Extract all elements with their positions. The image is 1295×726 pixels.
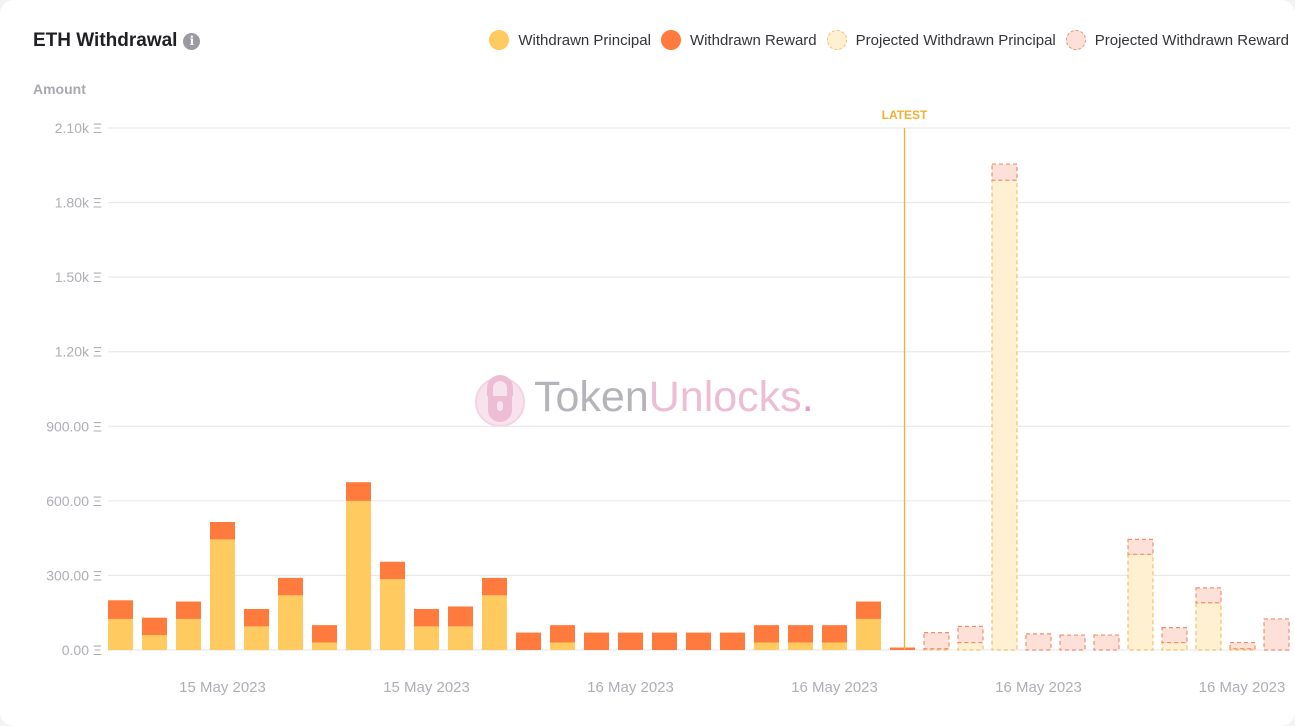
bar-projected-withdrawn-reward	[1127, 538, 1154, 555]
bar-withdrawn-reward	[550, 625, 575, 643]
bar-withdrawn-reward	[584, 632, 609, 650]
y-tick-label: 600.00 Ξ	[46, 493, 102, 509]
legend-swatch-projected-withdrawn-reward	[1065, 30, 1086, 50]
y-tick-label: 1.50k Ξ	[55, 269, 102, 285]
bar-withdrawn-principal	[108, 618, 133, 650]
bar-withdrawn-principal	[550, 642, 575, 650]
bar-withdrawn-reward	[380, 561, 405, 580]
bar-projected-withdrawn-principal	[1229, 648, 1256, 651]
bar-withdrawn-reward	[754, 625, 779, 643]
legend-item-projected-withdrawn-reward[interactable]: Projected Withdrawn Reward	[1065, 30, 1289, 50]
bar-withdrawn-principal	[210, 539, 235, 650]
bar-projected-withdrawn-reward	[923, 631, 950, 650]
bar-withdrawn-principal	[754, 642, 779, 650]
bar-projected-withdrawn-principal	[923, 648, 950, 651]
x-tick-label: 16 May 2023	[791, 679, 878, 696]
bar-withdrawn-reward	[516, 632, 541, 650]
x-tick-label: 16 May 2023	[1199, 679, 1286, 696]
bar-withdrawn-reward	[822, 625, 847, 643]
y-tick-label: 1.20k Ξ	[55, 344, 102, 360]
bar-withdrawn-reward	[210, 521, 235, 540]
chart-title: ETH Withdrawal	[33, 30, 178, 51]
bar-projected-withdrawn-reward	[957, 625, 984, 644]
bar-withdrawn-principal	[312, 642, 337, 650]
legend-swatch-withdrawn-reward	[660, 30, 681, 50]
bar-projected-withdrawn-reward	[1059, 634, 1086, 651]
y-tick-label: 2.10k Ξ	[55, 120, 102, 136]
legend-item-withdrawn-principal[interactable]: Withdrawn Principal	[489, 30, 651, 50]
y-tick-label: 1.80k Ξ	[55, 195, 102, 211]
bar-withdrawn-principal	[822, 642, 847, 650]
bar-withdrawn-reward	[414, 608, 439, 627]
bar-withdrawn-reward	[686, 632, 711, 650]
bar-withdrawn-principal	[448, 626, 473, 650]
bar-withdrawn-principal	[278, 595, 303, 650]
x-tick-label: 16 May 2023	[587, 679, 674, 696]
bar-projected-withdrawn-reward	[991, 163, 1018, 181]
y-axis-title: Amount	[33, 81, 86, 97]
bar-withdrawn-reward	[482, 577, 507, 596]
bar-withdrawn-reward	[618, 632, 643, 650]
tokenunlocks-watermark: TokenUnlocks.	[474, 366, 814, 428]
bar-withdrawn-reward	[856, 601, 881, 619]
bar-projected-withdrawn-reward	[1161, 627, 1188, 644]
legend-swatch-projected-withdrawn-principal	[826, 30, 847, 50]
bar-withdrawn-reward	[788, 625, 813, 643]
watermark-text-dot: .	[801, 372, 814, 421]
legend-label: Projected Withdrawn Reward	[1094, 31, 1289, 49]
legend-label: Withdrawn Reward	[689, 31, 817, 49]
bar-withdrawn-reward	[448, 606, 473, 627]
bar-projected-withdrawn-reward	[1229, 641, 1256, 650]
bar-withdrawn-principal	[142, 635, 167, 650]
legend-label: Withdrawn Principal	[518, 31, 651, 49]
lock-logo-icon	[475, 375, 525, 427]
bar-withdrawn-principal	[482, 595, 507, 650]
bar-withdrawn-principal	[414, 626, 439, 650]
bar-projected-withdrawn-principal	[991, 179, 1018, 651]
bar-withdrawn-reward	[176, 601, 201, 619]
bar-withdrawn-reward	[278, 577, 303, 596]
bar-withdrawn-principal	[380, 579, 405, 650]
legend: Withdrawn Principal Withdrawn Reward Pro…	[489, 30, 1289, 50]
chart-title-group: ETH Withdrawal i	[33, 30, 201, 52]
x-tick-label: 15 May 2023	[383, 679, 470, 696]
bar-withdrawn-principal	[788, 642, 813, 650]
watermark-text-unlocks: Unlocks	[648, 372, 802, 421]
bar-projected-withdrawn-reward	[1195, 587, 1222, 604]
bar-withdrawn-reward	[890, 647, 915, 650]
bar-projected-withdrawn-reward	[1263, 618, 1290, 651]
bar-withdrawn-reward	[142, 617, 167, 636]
y-tick-label: 900.00 Ξ	[46, 418, 102, 434]
legend-item-withdrawn-reward[interactable]: Withdrawn Reward	[660, 30, 817, 50]
bar-projected-withdrawn-principal	[1195, 602, 1222, 651]
bar-withdrawn-principal	[856, 618, 881, 650]
bar-withdrawn-reward	[312, 625, 337, 643]
info-icon[interactable]: i	[183, 32, 201, 50]
y-tick-label: 0.00 Ξ	[62, 642, 102, 658]
y-tick-label: 300.00 Ξ	[46, 567, 102, 583]
legend-label: Projected Withdrawn Principal	[855, 31, 1056, 49]
bar-projected-withdrawn-reward	[1093, 634, 1120, 651]
bar-withdrawn-principal	[176, 618, 201, 650]
bar-projected-withdrawn-reward	[1025, 633, 1052, 651]
bar-withdrawn-reward	[346, 482, 371, 501]
x-tick-label: 16 May 2023	[995, 679, 1082, 696]
latest-marker-label: LATEST	[882, 108, 928, 122]
bar-projected-withdrawn-principal	[1161, 641, 1188, 651]
x-tick-label: 15 May 2023	[179, 679, 266, 696]
legend-swatch-withdrawn-principal	[489, 30, 510, 50]
bar-projected-withdrawn-principal	[957, 641, 984, 651]
bar-withdrawn-principal	[346, 500, 371, 650]
watermark-text-token: Token	[534, 372, 649, 421]
bar-withdrawn-reward	[244, 608, 269, 627]
bar-withdrawn-principal	[244, 626, 269, 650]
bar-withdrawn-reward	[720, 632, 745, 650]
bar-withdrawn-reward	[652, 632, 677, 650]
bar-projected-withdrawn-principal	[1127, 553, 1154, 651]
legend-item-projected-withdrawn-principal[interactable]: Projected Withdrawn Principal	[826, 30, 1056, 50]
bar-withdrawn-reward	[108, 600, 133, 619]
